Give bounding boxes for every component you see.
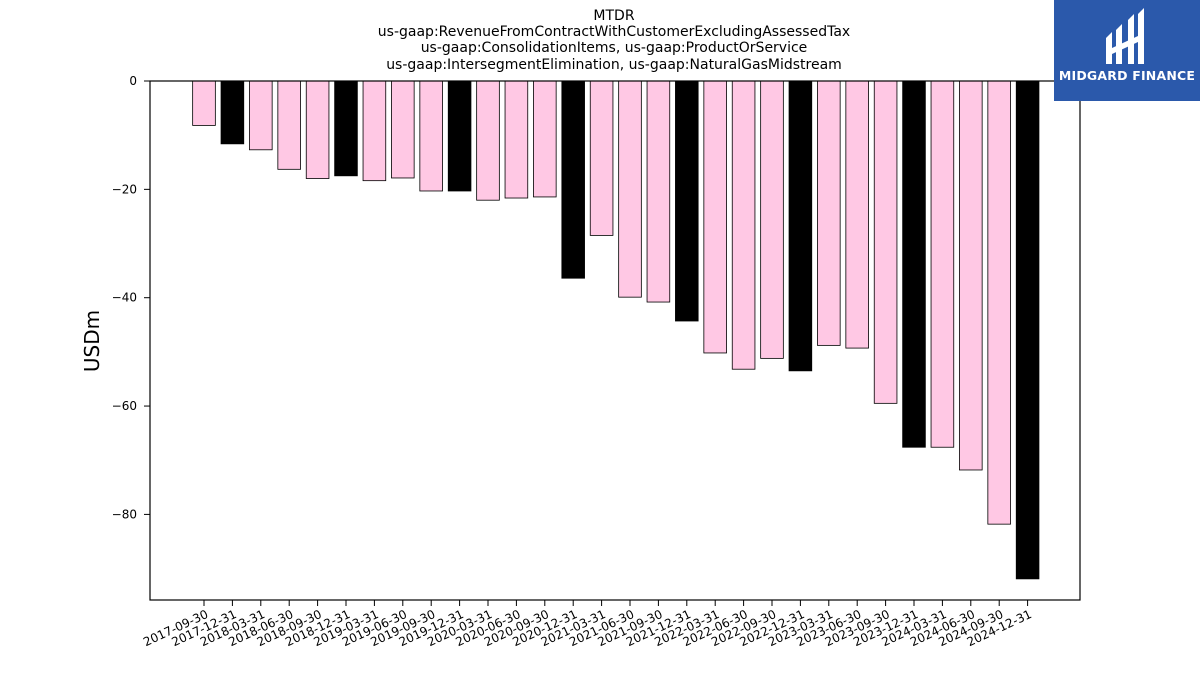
bar-2024-09-30: [987, 80, 1011, 525]
bar-2022-03-31: [703, 80, 727, 354]
bar-2024-03-31: [930, 80, 955, 448]
chart-title-line-2: us-gaap:RevenueFromContractWithCustomerE…: [378, 24, 850, 40]
bar-2022-12-31: [788, 80, 813, 372]
bar-2020-03-31: [476, 80, 500, 201]
y-tick-label--40: −40: [112, 291, 137, 305]
bar-2023-03-31: [817, 80, 841, 346]
bar-2021-09-30: [646, 80, 671, 303]
bar-2018-12-31: [334, 80, 358, 177]
bar-2022-06-30: [731, 80, 756, 370]
bar-2022-09-30: [760, 80, 784, 359]
bar-2020-09-30: [533, 80, 557, 198]
chart-title-line-1: MTDR: [593, 8, 634, 24]
y-tick-label-0: 0: [129, 74, 137, 88]
bar-2017-12-31: [220, 80, 245, 145]
bars-group: [192, 80, 1040, 580]
bar-2024-06-30: [959, 80, 983, 471]
chart-title: MTDR us-gaap:RevenueFromContractWithCust…: [378, 8, 850, 73]
bar-2023-09-30: [873, 80, 898, 404]
bar-2019-12-31: [447, 80, 472, 192]
bar-2019-09-30: [419, 80, 443, 192]
bar-2021-03-31: [589, 80, 614, 236]
bar-2024-12-31: [1015, 80, 1040, 580]
bar-2018-09-30: [305, 80, 330, 179]
bar-2017-09-30: [192, 80, 216, 126]
y-axis-label: USDm: [80, 310, 104, 372]
y-axis: 0 −20 −40 −60 −80: [112, 74, 150, 521]
bar-2020-12-31: [561, 80, 585, 279]
y-tick-label--80: −80: [112, 507, 137, 521]
y-tick-label--20: −20: [112, 182, 137, 196]
plot-frame: [149, 80, 1081, 601]
bar-2021-12-31: [675, 80, 699, 322]
bar-2019-03-31: [362, 80, 387, 182]
bar-2023-12-31: [902, 80, 926, 448]
bar-2023-06-30: [845, 80, 869, 349]
y-tick-label--60: −60: [112, 399, 137, 413]
chart-title-line-3: us-gaap:ConsolidationItems, us-gaap:Prod…: [421, 40, 808, 56]
brand-logo-text: MIDGARD FINANCE: [1058, 68, 1196, 83]
x-axis: 2017-09-302017-12-312018-03-312018-06-30…: [141, 600, 1034, 649]
chart-title-line-4: us-gaap:IntersegmentElimination, us-gaap…: [386, 57, 842, 73]
midgard-logo-icon: [1106, 8, 1144, 64]
bar-2019-06-30: [391, 80, 415, 179]
brand-logo: MIDGARD FINANCE: [1054, 0, 1200, 101]
bar-2018-06-30: [277, 80, 301, 170]
bar-2021-06-30: [618, 80, 642, 298]
bar-2018-03-31: [249, 80, 273, 151]
bar-2020-06-30: [504, 80, 529, 199]
